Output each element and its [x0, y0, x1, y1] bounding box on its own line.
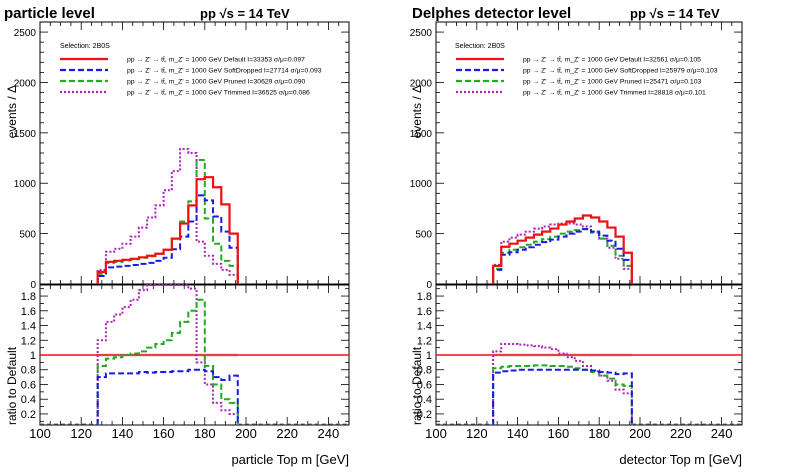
y-axis-title: events / Δ [5, 85, 19, 138]
x-axis-title: particle Top m [GeV] [231, 452, 349, 467]
ratio-axis-title: ratio to Default [5, 346, 19, 425]
x-tick-label: 200 [629, 426, 651, 441]
selection-label: Selection: 2B0S [60, 43, 110, 50]
legend-entry: pp → Z' → tt̄, m_Z' = 1000 GeV Pruned I=… [523, 78, 701, 86]
ratio-tick-label: 0.4 [417, 394, 432, 406]
x-tick-label: 160 [548, 426, 570, 441]
ratio-tick-label: 1.4 [21, 321, 36, 333]
ratio-tick-label: 0.2 [21, 409, 36, 421]
ratio-tick-label: 0.2 [417, 409, 432, 421]
y-tick-label: 2000 [410, 78, 433, 89]
y-axis-title: events / Δ [410, 85, 424, 138]
x-tick-label: 240 [711, 426, 733, 441]
series-histogram [492, 228, 633, 284]
energy-label: pp √s = 14 TeV [200, 6, 290, 21]
ratio-tick-label: 1.6 [417, 306, 432, 318]
y-tick-label: 0 [30, 280, 36, 291]
legend-entry: pp → Z' → tt̄, m_Z' = 1000 GeV Default I… [523, 56, 701, 64]
legend: pp → Z' → tt̄, m_Z' = 1000 GeV Default I… [60, 56, 322, 97]
y-tick-label: 2000 [14, 78, 37, 89]
y-tick-label: 1500 [410, 129, 433, 140]
ratio-tick-label: 0.4 [21, 394, 36, 406]
series-ratio [492, 364, 633, 425]
legend-entry: pp → Z' → tt̄, m_Z' = 1000 GeV SoftDropp… [523, 67, 718, 75]
x-tick-label: 160 [153, 426, 175, 441]
x-tick-label: 180 [588, 426, 610, 441]
x-tick-label: 100 [425, 426, 447, 441]
left-panel: particle level pp √s = 14 TeV events / Δ… [4, 5, 350, 467]
series-ratio [96, 298, 239, 425]
series-histogram [96, 176, 239, 284]
ratio-axis-title: ratio to Default [410, 346, 424, 425]
x-tick-label: 240 [318, 426, 340, 441]
x-tick-label: 120 [466, 426, 488, 441]
series-histogram [492, 228, 633, 284]
x-tick-label: 220 [670, 426, 692, 441]
series-ratio [492, 342, 633, 425]
energy-label: pp √s = 14 TeV [630, 6, 720, 21]
series-ratio [96, 284, 239, 425]
x-tick-label: 120 [70, 426, 92, 441]
legend-entry: pp → Z' → tt̄, m_Z' = 1000 GeV Pruned I=… [127, 78, 305, 86]
ratio-tick-label: 1.6 [21, 306, 36, 318]
right-panel: Delphes detector level pp √s = 14 TeV ev… [410, 5, 743, 467]
legend-entry: pp → Z' → tt̄, m_Z' = 1000 GeV Trimmed I… [523, 89, 706, 97]
y-tick-label: 2500 [410, 28, 433, 39]
x-tick-label: 140 [507, 426, 529, 441]
y-tick-label: 1000 [14, 179, 37, 190]
y-tick-label: 0 [426, 280, 432, 291]
legend: pp → Z' → tt̄, m_Z' = 1000 GeV Default I… [456, 56, 718, 97]
ratio-tick-label: 1.2 [417, 335, 432, 347]
x-tick-label: 220 [276, 426, 298, 441]
legend-entry: pp → Z' → tt̄, m_Z' = 1000 GeV Trimmed I… [127, 89, 310, 97]
legend-entry: pp → Z' → tt̄, m_Z' = 1000 GeV SoftDropp… [127, 67, 322, 75]
ratio-tick-label: 0.8 [417, 365, 432, 377]
series-histogram [492, 214, 633, 284]
selection-label: Selection: 2B0S [455, 43, 505, 50]
panel-title: particle level [4, 5, 95, 22]
x-tick-label: 140 [112, 426, 134, 441]
series-ratio [492, 368, 633, 425]
ratio-tick-label: 1.2 [21, 335, 36, 347]
ratio-tick-label: 0.8 [21, 365, 36, 377]
y-tick-label: 2500 [14, 28, 37, 39]
series-histogram [96, 159, 239, 284]
ratio-tick-label: 0.6 [21, 379, 36, 391]
ratio-tick-label: 1.8 [21, 291, 36, 303]
y-tick-label: 500 [19, 230, 36, 241]
x-tick-label: 100 [29, 426, 51, 441]
y-tick-label: 500 [415, 230, 432, 241]
series-histogram [96, 194, 239, 284]
series-histogram [492, 222, 633, 284]
x-axis-title: detector Top m [GeV] [619, 452, 742, 467]
y-tick-label: 1000 [410, 179, 433, 190]
ratio-tick-label: 1 [30, 350, 36, 362]
y-tick-label: 1500 [14, 129, 37, 140]
ratio-tick-label: 1 [426, 350, 432, 362]
ratio-tick-label: 1.4 [417, 321, 432, 333]
ratio-tick-label: 0.6 [417, 379, 432, 391]
series-ratio [96, 368, 239, 425]
panel-title: Delphes detector level [412, 5, 571, 22]
x-tick-label: 180 [194, 426, 216, 441]
legend-entry: pp → Z' → tt̄, m_Z' = 1000 GeV Default I… [127, 56, 305, 64]
ratio-tick-label: 1.8 [417, 291, 432, 303]
x-tick-label: 200 [235, 426, 257, 441]
